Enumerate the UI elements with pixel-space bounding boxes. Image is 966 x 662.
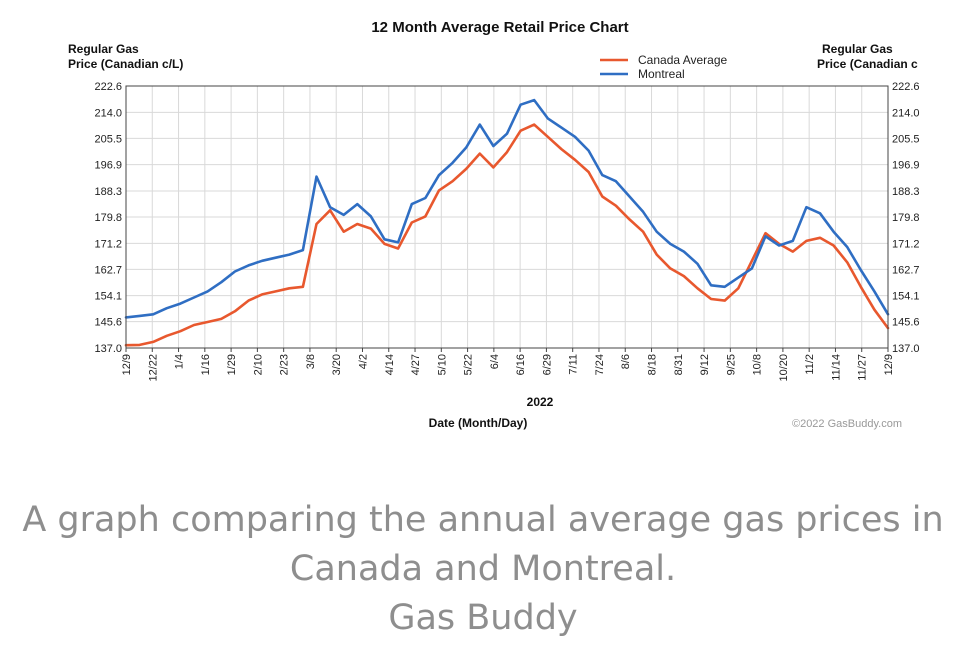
y-tick-label-right: 222.6 <box>892 81 920 93</box>
x-tick-label: 11/27 <box>857 354 869 381</box>
x-tick-label: 8/18 <box>647 354 659 375</box>
grid <box>125 85 889 352</box>
series-line-montreal <box>124 98 890 319</box>
x-tick-label: 5/22 <box>463 354 475 375</box>
y-axis-label-right: Regular Gas Price (Canadian c <box>817 42 918 71</box>
legend: Canada Average Montreal <box>600 53 728 81</box>
x-tick-label: 2/23 <box>279 354 291 375</box>
y-tick-label-left: 154.1 <box>94 291 122 303</box>
series-line-canada-average <box>124 123 890 347</box>
x-tick-label: 3/8 <box>305 354 317 369</box>
y-tick-label-left: 205.5 <box>94 133 122 145</box>
y-tick-label-left: 137.0 <box>94 343 122 355</box>
y-axis-label-right-line-1: Regular Gas <box>822 42 893 56</box>
y-tick-label-right: 137.0 <box>892 343 920 355</box>
y-axis-label-left-line-2: Price (Canadian c/L) <box>68 57 183 71</box>
legend-label-canada: Canada Average <box>638 53 728 67</box>
chart-title: 12 Month Average Retail Price Chart <box>371 19 628 36</box>
price-chart: 12 Month Average Retail Price Chart Regu… <box>68 19 920 430</box>
x-tick-label: 7/11 <box>568 354 580 375</box>
y-tick-label-left: 171.2 <box>94 238 122 250</box>
y-tick-label-right: 196.9 <box>892 160 920 172</box>
caption-line-2: Canada and Montreal. <box>289 549 677 589</box>
y-tick-label-right: 214.0 <box>892 107 920 119</box>
x-tick-label: 12/9 <box>121 354 133 375</box>
x-axis-label: Date (Month/Day) <box>429 416 528 430</box>
x-tick-label: 6/4 <box>489 354 501 369</box>
y-tick-label-left: 145.6 <box>94 317 122 329</box>
x-tick-label: 4/27 <box>410 354 422 375</box>
x-tick-label: 12/9 <box>883 354 895 375</box>
y-axis-label-left: Regular Gas Price (Canadian c/L) <box>68 42 183 71</box>
y-tick-label-left: 214.0 <box>94 107 122 119</box>
y-axis-label-left-line-1: Regular Gas <box>68 42 139 56</box>
x-tick-label: 2/10 <box>252 354 264 375</box>
x-tick-label: 9/12 <box>699 354 711 375</box>
x-tick-label: 10/8 <box>752 354 764 375</box>
series-lines <box>124 98 890 347</box>
x-tick-label: 11/14 <box>830 354 842 381</box>
x-tick-label: 9/25 <box>725 354 737 375</box>
x-tick-label: 7/24 <box>594 354 606 375</box>
credit-text: ©2022 GasBuddy.com <box>792 418 902 430</box>
y-tick-label-right: 171.2 <box>892 238 920 250</box>
x-tick-label: 6/29 <box>541 354 553 375</box>
y-tick-label-left: 222.6 <box>94 81 122 93</box>
y-tick-label-left: 196.9 <box>94 160 122 172</box>
x-tick-label: 1/29 <box>226 354 238 375</box>
x-tick-label: 5/10 <box>436 354 448 375</box>
y-tick-label-right: 145.6 <box>892 317 920 329</box>
y-tick-label-right: 205.5 <box>892 133 920 145</box>
x-tick-label: 12/22 <box>147 354 159 382</box>
y-tick-labels: 137.0 137.0 145.6 145.6 154.1 154.1 162.7 162.7… <box>94 81 919 355</box>
x-tick-label: 6/16 <box>515 354 527 375</box>
y-tick-label-left: 188.3 <box>94 186 122 198</box>
x-tick-label: 8/6 <box>620 354 632 369</box>
y-tick-label-right: 154.1 <box>892 291 920 303</box>
y-axis-label-right-line-2: Price (Canadian c <box>817 57 918 71</box>
y-tick-label-left: 162.7 <box>94 264 122 276</box>
x-tick-label: 1/16 <box>200 354 212 375</box>
x-tick-labels: 12/9 12/22 1/4 1/16 1/29 2/10 2/23 3/8 3/20 4/2 4/… <box>121 354 895 382</box>
x-group-label: 2022 <box>527 395 554 409</box>
x-tick-label: 8/31 <box>673 354 685 375</box>
x-tick-label: 3/20 <box>331 354 343 375</box>
legend-label-montreal: Montreal <box>638 67 685 81</box>
x-tick-label: 4/2 <box>357 354 369 369</box>
image-caption: A graph comparing the annual average gas… <box>0 496 966 643</box>
y-tick-label-left: 179.8 <box>94 212 122 224</box>
x-tick-label: 11/2 <box>804 354 816 375</box>
y-tick-label-right: 188.3 <box>892 186 920 198</box>
x-tick-label: 10/20 <box>778 354 790 382</box>
x-tick-label: 4/14 <box>384 354 396 375</box>
y-tick-label-right: 179.8 <box>892 212 920 224</box>
y-tick-label-right: 162.7 <box>892 264 920 276</box>
caption-line-1: A graph comparing the annual average gas… <box>22 500 944 540</box>
x-tick-label: 1/4 <box>174 354 186 369</box>
caption-line-3: Gas Buddy <box>388 598 578 638</box>
plot-area-border <box>125 85 889 349</box>
